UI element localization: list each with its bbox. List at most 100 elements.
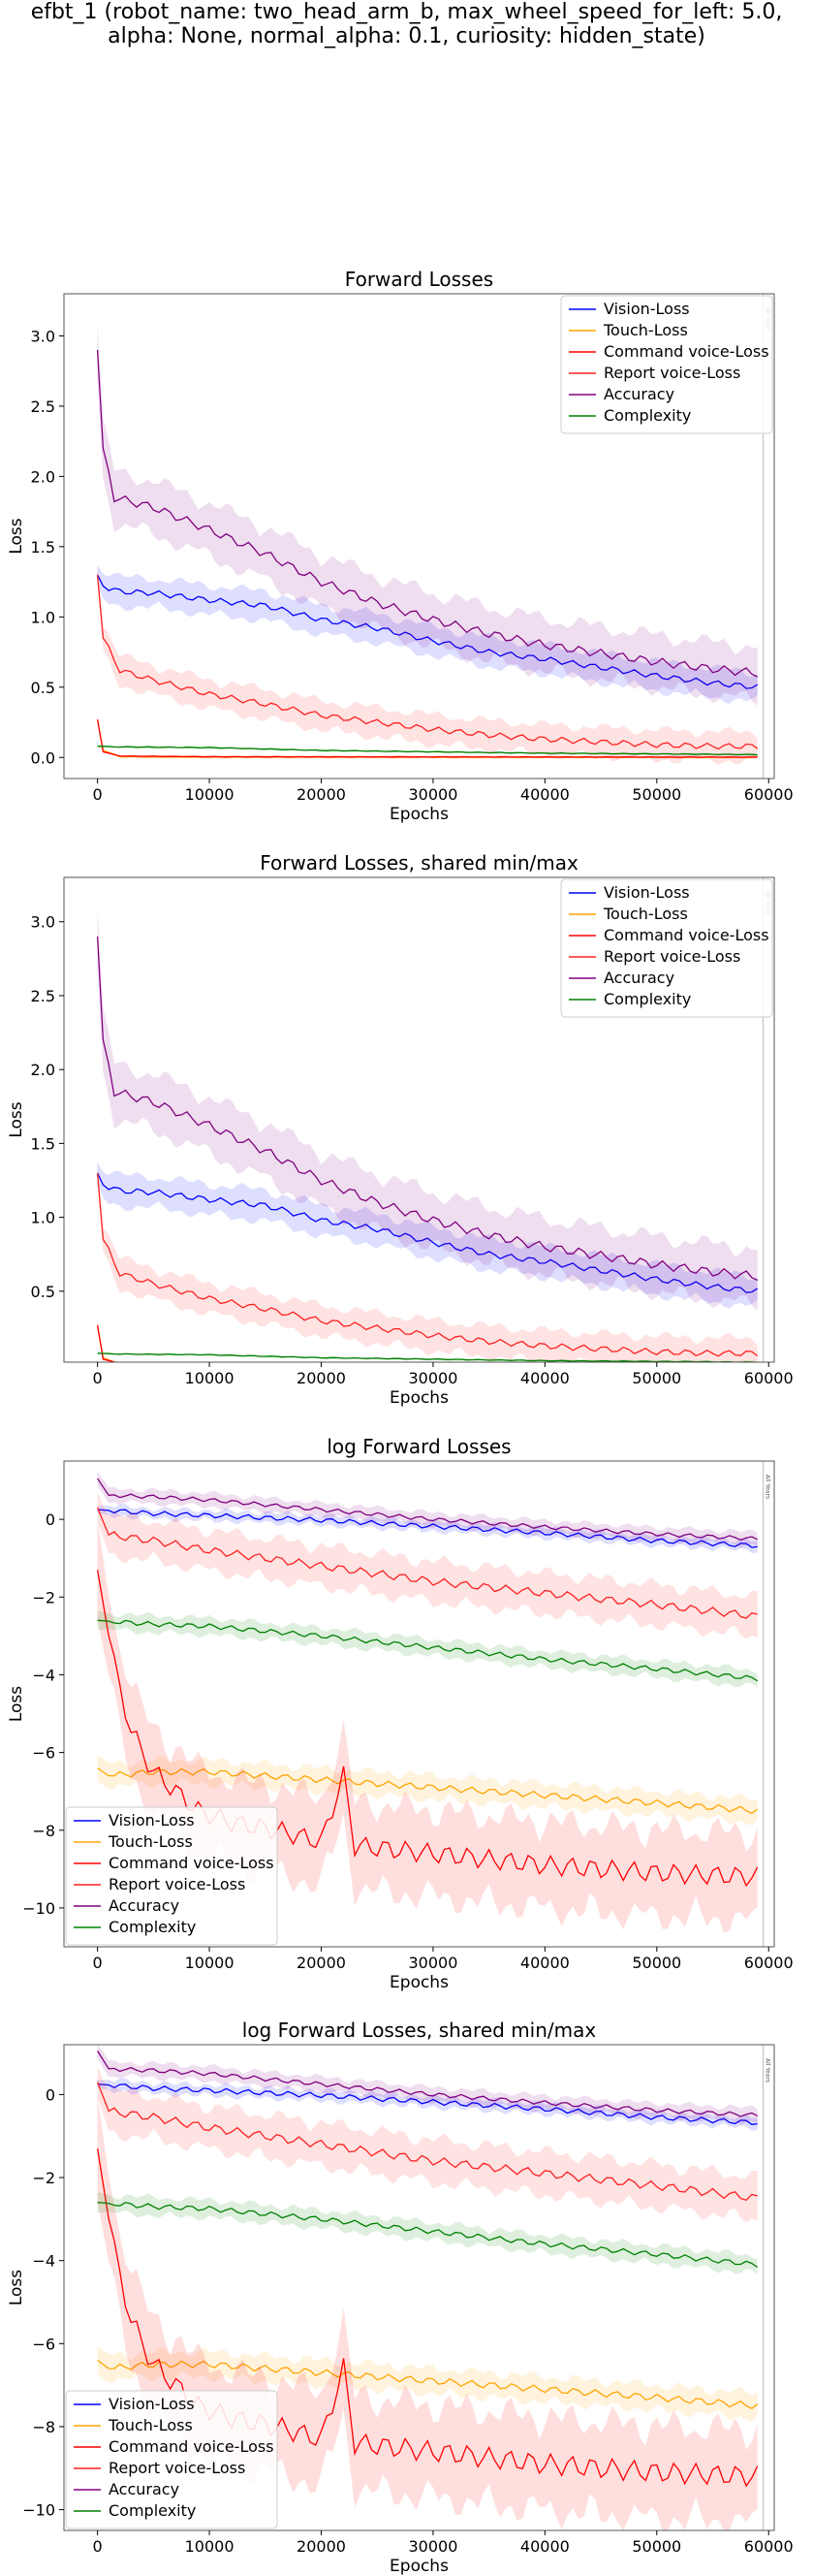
legend-box <box>65 1806 278 1946</box>
legend-box <box>65 2390 278 2529</box>
plot-area <box>96 906 759 1362</box>
y-axis-label: Loss <box>7 1101 26 1137</box>
y-tick-label: −2 <box>32 2169 55 2187</box>
legend: Vision-Loss Touch-Loss Command voice-Loss R… <box>65 1806 278 1946</box>
series-line-complexity <box>97 2202 759 2269</box>
y-tick-label: 1.0 <box>31 608 55 626</box>
x-tick-label: 50000 <box>632 785 681 804</box>
y-tick-label: −2 <box>32 1588 55 1606</box>
legend-entry: Command voice-Loss <box>109 1854 274 1872</box>
legend-entry: Vision-Loss <box>604 883 690 902</box>
series-line-vision-loss <box>97 2083 758 2125</box>
x-axis-label: Epochs <box>390 1388 449 1408</box>
x-tick-label: 20000 <box>297 785 346 804</box>
legend-entry: Vision-Loss <box>109 1811 195 1829</box>
x-tick-label: 30000 <box>408 1369 457 1387</box>
chart-title: Forward Losses, shared min/max <box>260 851 578 875</box>
x-tick-label: 10000 <box>185 1954 235 1972</box>
y-tick-label: 2.0 <box>31 1061 55 1079</box>
legend-entry: Vision-Loss <box>604 300 690 318</box>
series-line-touch-loss <box>97 2359 759 2409</box>
y-tick-label: 2.5 <box>31 987 55 1005</box>
x-tick-label: 60000 <box>744 1369 794 1387</box>
legend-entry: Report voice-Loss <box>604 947 740 966</box>
band-vision-loss <box>97 1161 758 1309</box>
x-axis-label: Epochs <box>390 805 449 824</box>
series-line-complexity <box>97 1619 759 1682</box>
series-line-complexity <box>97 1352 758 1362</box>
x-tick-label: 20000 <box>297 2537 346 2556</box>
x-axis-label: Epochs <box>390 1973 449 1992</box>
x-tick-label: 0 <box>93 2537 103 2556</box>
series-line-accuracy <box>97 1478 758 1542</box>
band-report-voice-loss <box>97 1161 758 1362</box>
y-tick-label: 2.0 <box>31 467 55 486</box>
suptitle-line-1: efbt_1 (robot_name: two_head_arm_b, max_… <box>30 0 783 24</box>
vertical-marker-label: All Years <box>764 1475 770 1499</box>
x-tick-label: 60000 <box>744 2537 794 2556</box>
series-line-vision-loss <box>97 1509 758 1548</box>
x-tick-label: 0 <box>93 1954 103 1972</box>
x-tick-label: 50000 <box>632 1369 681 1387</box>
legend-entry: Command voice-Loss <box>109 2437 274 2456</box>
series-line-report-voice-loss <box>96 574 759 750</box>
x-tick-label: 60000 <box>744 1954 794 1972</box>
legend-entry: Report voice-Loss <box>604 364 740 382</box>
series-line-touch-loss <box>97 1767 759 1814</box>
legend-entry: Accuracy <box>604 969 674 987</box>
y-tick-label: 0 <box>46 1511 55 1529</box>
legend-entry: Command voice-Loss <box>604 926 769 944</box>
y-tick-label: 0.5 <box>31 1283 55 1301</box>
legend-entry: Command voice-Loss <box>604 342 769 361</box>
y-axis-label: Loss <box>7 518 26 554</box>
x-tick-label: 0 <box>93 785 103 804</box>
band-vision-loss <box>97 2078 758 2131</box>
x-tick-label: 0 <box>93 1369 103 1387</box>
legend-entry: Vision-Loss <box>109 2395 195 2413</box>
y-tick-label: 2.5 <box>31 398 55 416</box>
legend-entry: Accuracy <box>109 1896 179 1915</box>
y-tick-label: 0 <box>46 2085 55 2104</box>
y-tick-label: −10 <box>22 2501 55 2520</box>
y-axis-label: Loss <box>7 1686 26 1722</box>
y-tick-label: −8 <box>32 1822 55 1840</box>
x-tick-label: 40000 <box>520 2537 570 2556</box>
chart-title: log Forward Losses, shared min/max <box>242 2019 597 2042</box>
y-tick-label: 1.5 <box>31 538 55 557</box>
band-accuracy <box>97 1471 758 1548</box>
band-accuracy <box>97 906 758 1311</box>
legend-entry: Touch-Loss <box>603 321 688 339</box>
legend-entry: Touch-Loss <box>603 905 688 923</box>
plot-area <box>96 322 759 766</box>
band-accuracy <box>97 322 758 706</box>
plot-frame <box>63 2044 775 2531</box>
y-tick-label: −4 <box>32 2252 55 2271</box>
y-tick-label: −4 <box>32 1666 55 1684</box>
series-line-report-voice-loss <box>96 2082 758 2202</box>
y-tick-label: −6 <box>32 1744 55 1763</box>
plot-frame <box>63 876 775 1363</box>
band-vision-loss <box>97 1504 758 1553</box>
series-line-accuracy <box>96 349 758 678</box>
legend-entry: Accuracy <box>109 2480 179 2498</box>
series-line-command-voice-loss <box>96 718 758 758</box>
y-tick-label: −6 <box>32 2335 55 2353</box>
legend-entry: Touch-Loss <box>108 2416 193 2434</box>
x-tick-label: 30000 <box>408 2537 457 2556</box>
x-tick-label: 20000 <box>297 1369 346 1387</box>
series-line-vision-loss <box>97 1172 759 1293</box>
figure-suptitle: efbt_1 (robot_name: two_head_arm_b, max_… <box>0 0 813 48</box>
y-tick-label: 3.0 <box>31 327 55 345</box>
x-tick-label: 10000 <box>185 1369 235 1387</box>
chart-title: log Forward Losses <box>327 1435 511 1458</box>
x-tick-label: 20000 <box>297 1954 346 1972</box>
x-tick-label: 10000 <box>185 2537 235 2556</box>
vertical-marker-label: All Years <box>764 2058 770 2083</box>
legend-entry: Report voice-Loss <box>109 1875 245 1893</box>
x-tick-label: 30000 <box>408 785 457 804</box>
series-line-complexity <box>97 746 758 756</box>
x-tick-label: 50000 <box>632 2537 681 2556</box>
